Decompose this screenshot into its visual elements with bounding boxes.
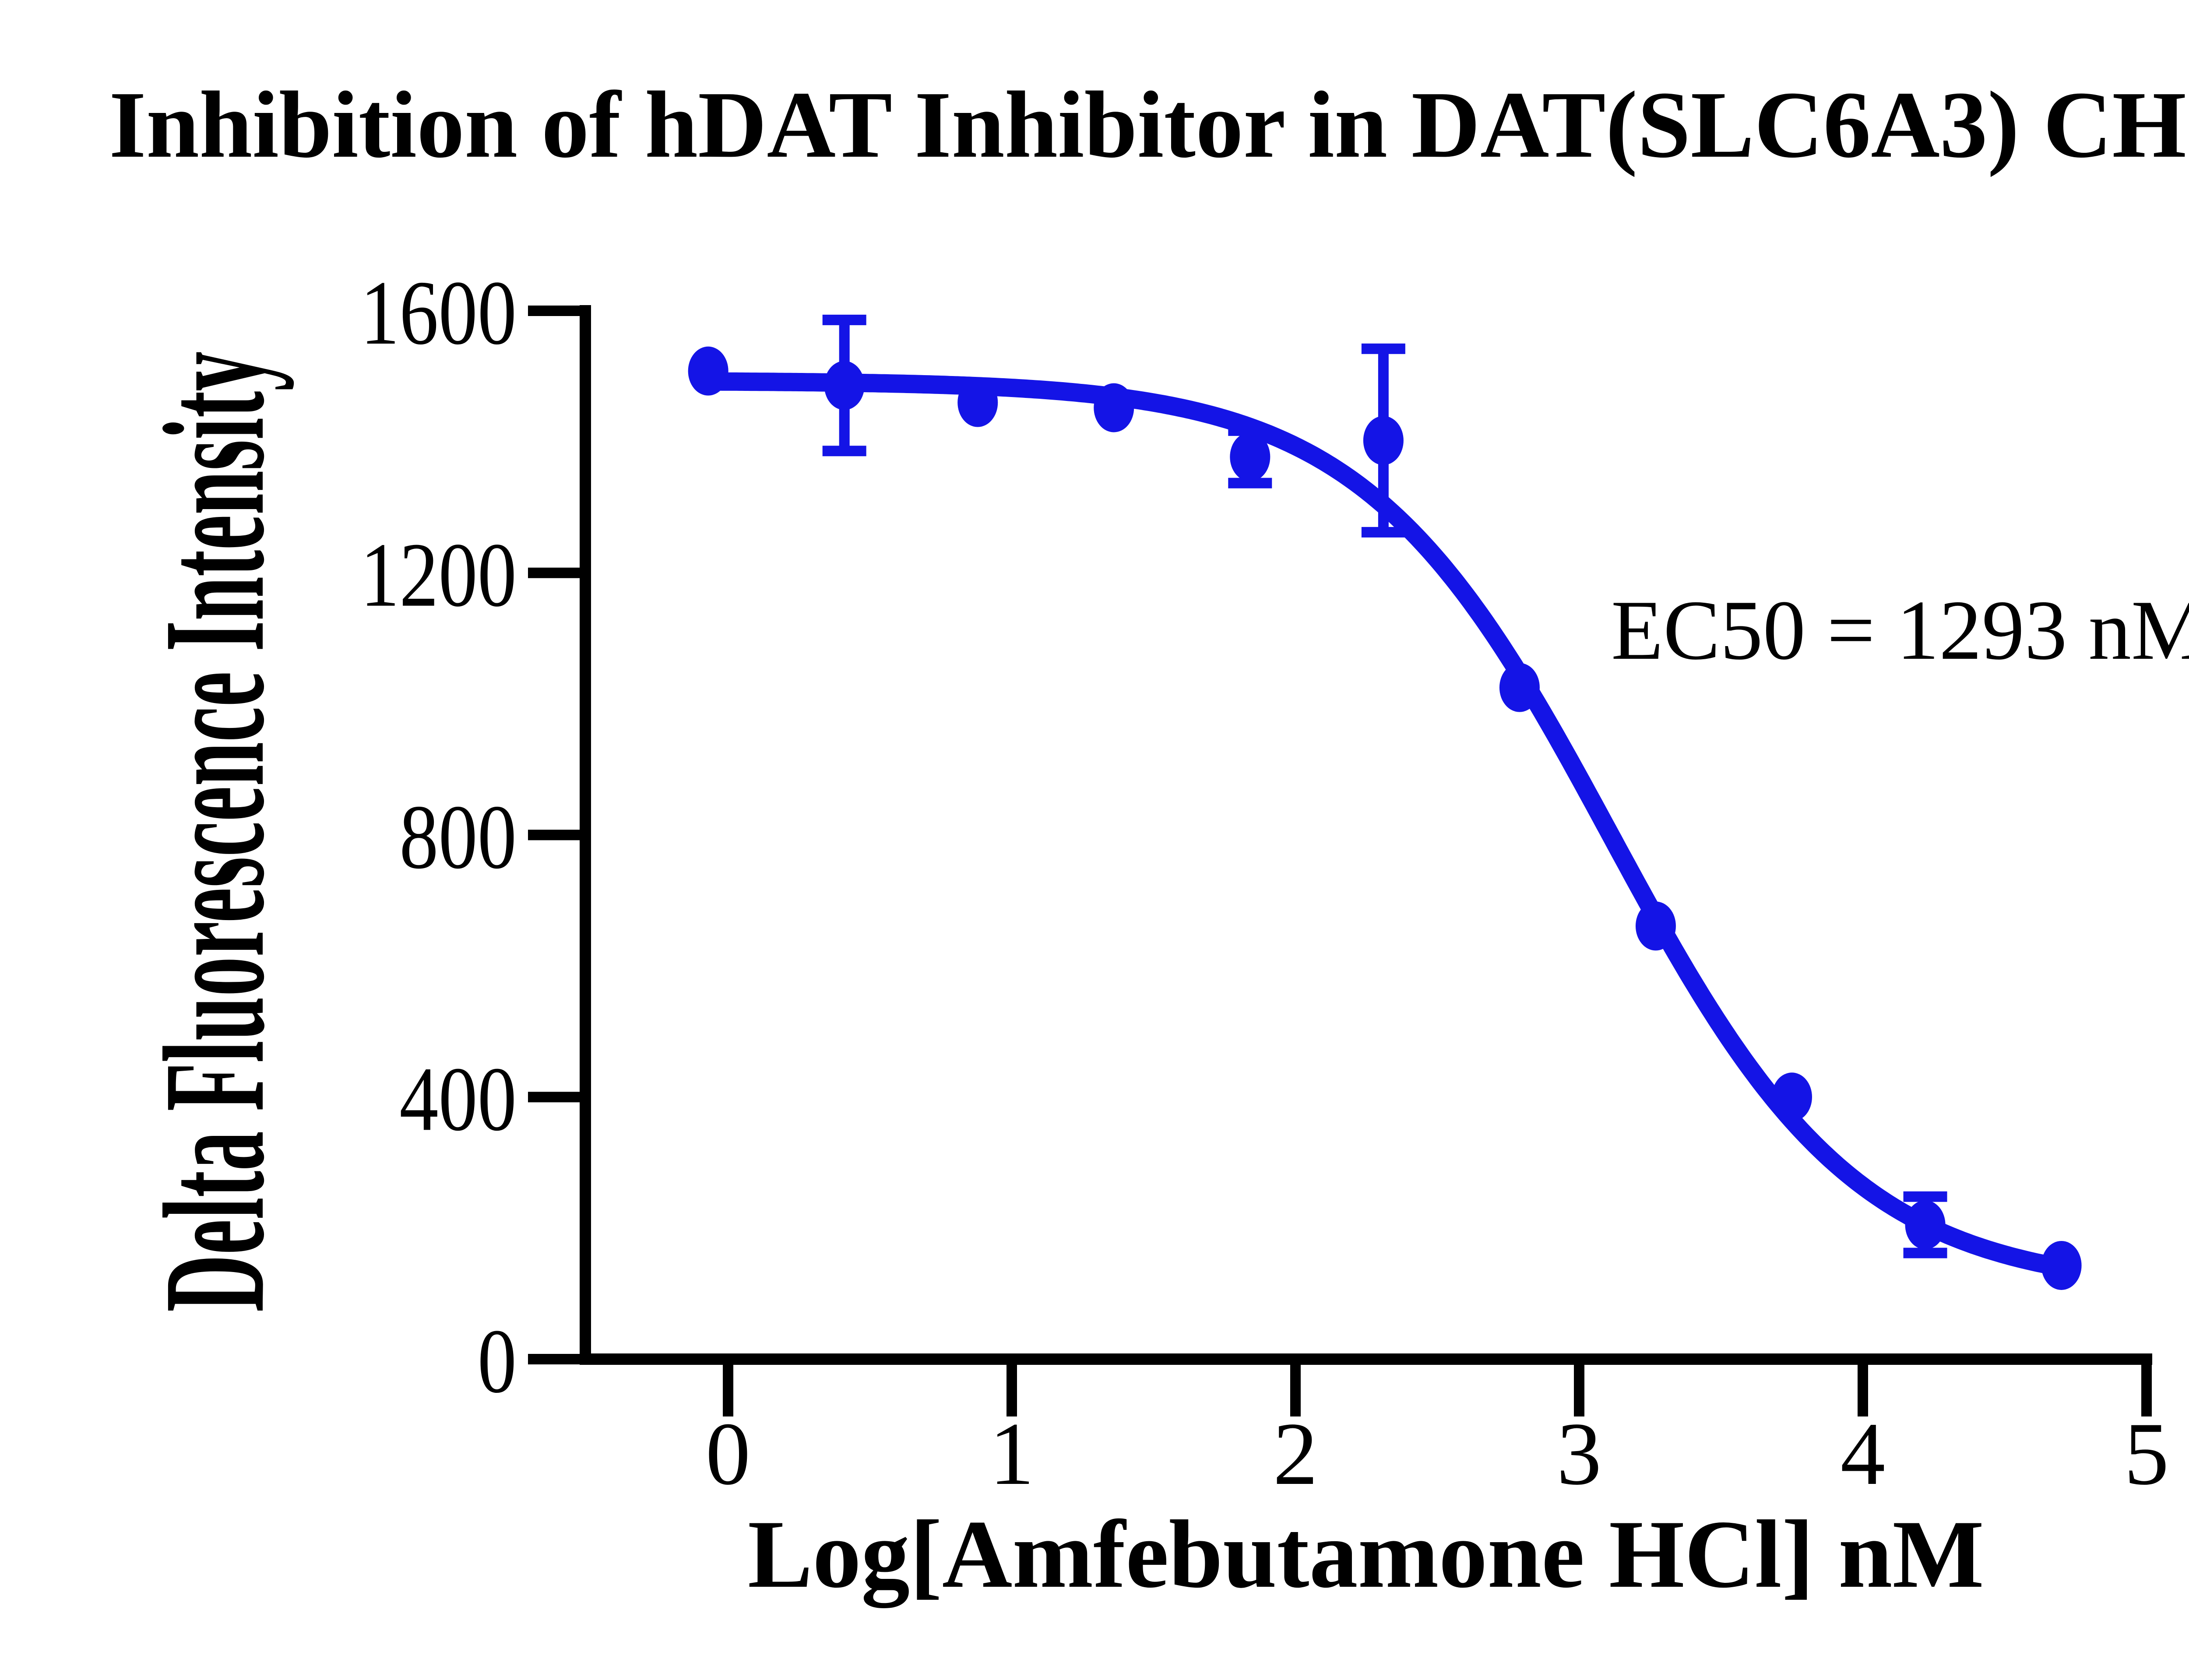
chart-title: Inhibition of hDAT Inhibitor in DAT(SLC6… (109, 72, 2189, 178)
y-tick-label-1600: 1600 (360, 262, 517, 364)
data-point (2041, 1241, 2082, 1290)
y-tick-label-0: 0 (478, 1311, 517, 1413)
x-tick-label-3: 3 (1557, 1404, 1602, 1504)
data-point (1772, 1072, 1812, 1122)
x-tick-label-5: 5 (2124, 1404, 2169, 1504)
x-tick-label-0: 0 (706, 1404, 751, 1504)
data-point (1230, 432, 1270, 482)
y-axis-title: Delta Fluorescence Intensity (134, 351, 294, 1312)
data-point (1094, 383, 1134, 432)
ec50-annotation: EC50 = 1293 nM (1611, 583, 2189, 678)
data-point (688, 346, 728, 396)
y-tick-label-1200: 1200 (360, 524, 517, 626)
data-point (1905, 1200, 1946, 1250)
axes: 0 400 800 1200 1600 0 1 2 3 4 5 (360, 262, 2169, 1504)
x-tick-label-2: 2 (1273, 1404, 1318, 1504)
data-point (824, 361, 865, 410)
data-point (1363, 416, 1404, 465)
x-axis-title: Log[Amfebutamone HCl] nM (748, 1501, 1984, 1608)
fit-curve (699, 372, 2071, 1277)
dose-response-series (688, 314, 2082, 1290)
data-point (1499, 663, 1540, 712)
y-tick-label-800: 800 (399, 786, 517, 888)
data-point (1635, 901, 1676, 951)
x-tick-label-4: 4 (1841, 1404, 1886, 1504)
x-tick-label-1: 1 (989, 1404, 1035, 1504)
data-point (957, 378, 998, 427)
y-tick-label-400: 400 (399, 1048, 517, 1150)
